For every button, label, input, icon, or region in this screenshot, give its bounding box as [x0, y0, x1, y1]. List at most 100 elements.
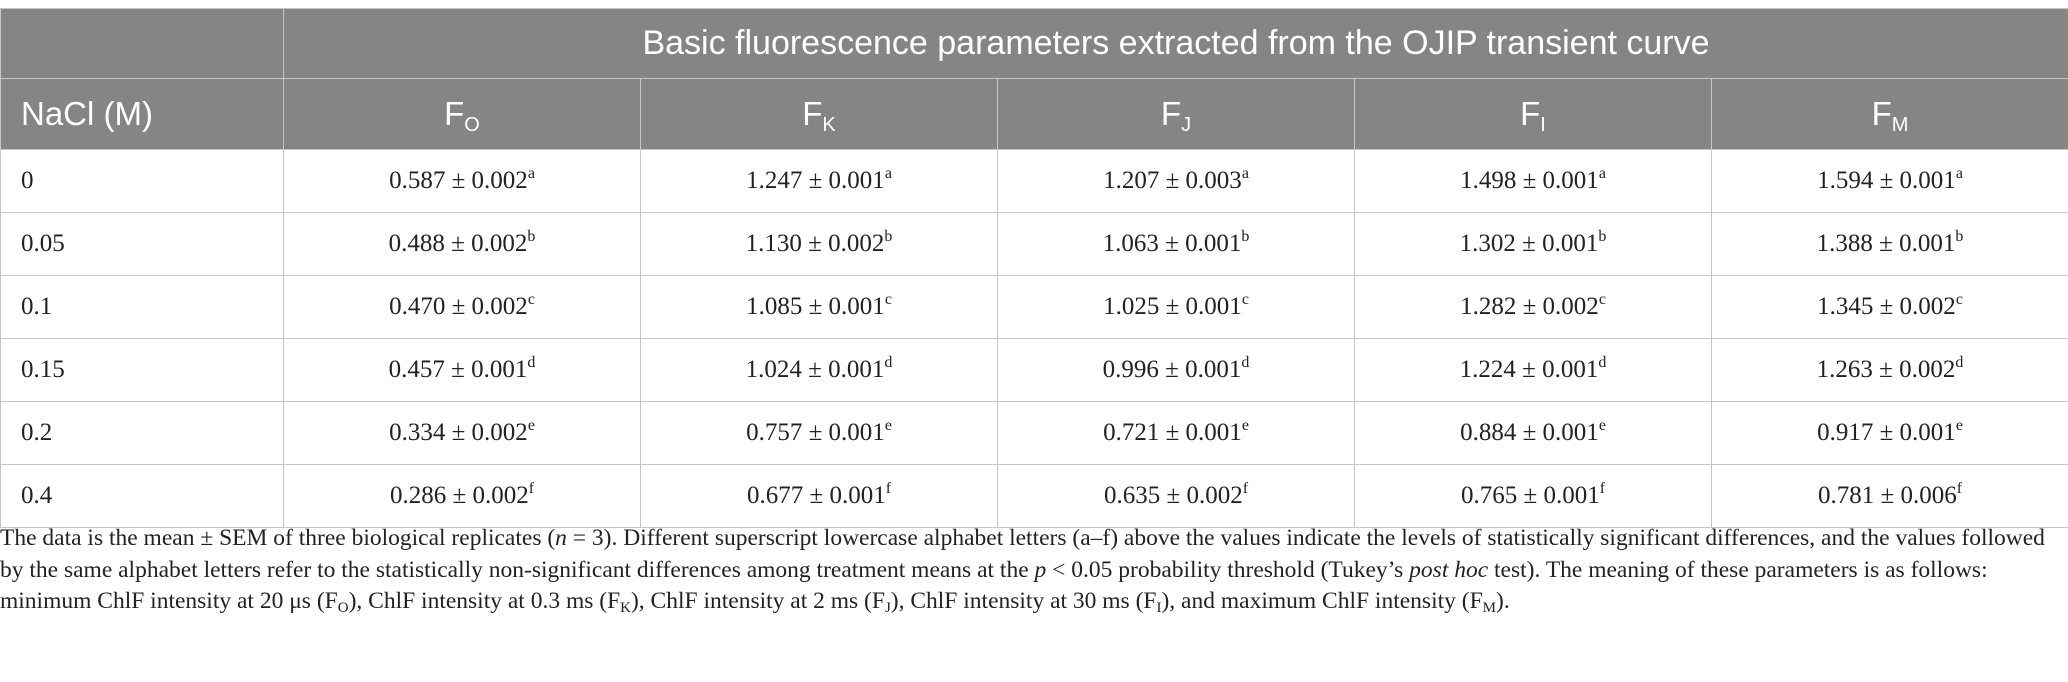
footnote-text: ), ChlF intensity at 2 ms (F — [630, 588, 885, 614]
cell-value: 1.594 ± 0.001 — [1817, 167, 1956, 194]
header-subscript: J — [1181, 114, 1192, 136]
table-body: 0 0.587 ± 0.002a 1.247 ± 0.001a 1.207 ± … — [0, 149, 2068, 528]
cell-value: 0.587 ± 0.002 — [389, 167, 528, 194]
value-cell: 1.345 ± 0.002c — [1711, 275, 2068, 339]
significance-letter: a — [884, 165, 892, 182]
cell-value: 1.207 ± 0.003 — [1103, 167, 1242, 194]
significance-letter: c — [527, 291, 535, 308]
cell-value: 0.470 ± 0.002 — [389, 293, 528, 320]
significance-letter: b — [1598, 228, 1607, 245]
fluorescence-table: Basic fluorescence parameters extracted … — [0, 8, 2068, 528]
header-subscript: K — [822, 114, 836, 136]
nacl-cell: 0.05 — [0, 212, 284, 276]
value-cell: 1.302 ± 0.001b — [1354, 212, 1712, 276]
value-cell: 0.765 ± 0.001f — [1354, 464, 1712, 528]
value-cell: 1.025 ± 0.001c — [997, 275, 1355, 339]
header-subscript: I — [1540, 114, 1546, 136]
value-cell: 0.635 ± 0.002f — [997, 464, 1355, 528]
value-cell: 0.884 ± 0.001e — [1354, 401, 1712, 465]
cell-value: 1.388 ± 0.001 — [1816, 230, 1956, 257]
header-base: F — [444, 95, 465, 132]
footnote-text: ), ChlF intensity at 0.3 ms (F — [348, 588, 621, 614]
nacl-cell: 0.15 — [0, 338, 284, 402]
significance-letter: c — [884, 291, 892, 308]
significance-letter: a — [1955, 165, 1963, 182]
cell-value: 1.063 ± 0.001 — [1102, 230, 1242, 257]
footnote-subscript: M — [1482, 600, 1496, 616]
cell-value: 1.024 ± 0.001 — [745, 356, 885, 383]
cell-value: 0.334 ± 0.002 — [389, 419, 528, 446]
cell-value: 0.996 ± 0.001 — [1102, 356, 1242, 383]
table-row: 0.05 0.488 ± 0.002b 1.130 ± 0.002b 1.063… — [0, 212, 2068, 276]
value-cell: 1.282 ± 0.002c — [1354, 275, 1712, 339]
value-cell: 0.996 ± 0.001d — [997, 338, 1355, 402]
cell-value: 1.130 ± 0.002 — [745, 230, 885, 257]
significance-letter: d — [884, 354, 893, 371]
footnote-text: = 3). Different superscript lowercase al… — [0, 525, 2045, 583]
value-cell: 1.498 ± 0.001a — [1354, 149, 1712, 213]
footnote-subscript: O — [337, 600, 349, 616]
cell-value: 1.345 ± 0.002 — [1817, 293, 1956, 320]
header-blank-cell — [0, 8, 284, 79]
value-cell: 0.334 ± 0.002e — [283, 401, 641, 465]
cell-value: 1.282 ± 0.002 — [1460, 293, 1599, 320]
header-fk: FK — [640, 78, 998, 150]
significance-letter: e — [527, 417, 535, 434]
table-row: 0.2 0.334 ± 0.002e 0.757 ± 0.001e 0.721 … — [0, 401, 2068, 465]
nacl-cell: 0 — [0, 149, 284, 213]
value-cell: 0.757 ± 0.001e — [640, 401, 998, 465]
cell-value: 0.286 ± 0.002 — [389, 482, 529, 509]
significance-letter: e — [1955, 417, 1963, 434]
significance-letter: a — [527, 165, 535, 182]
significance-letter: f — [1956, 480, 1963, 497]
value-cell: 0.286 ± 0.002f — [283, 464, 641, 528]
footnote-text: The data is the mean ± SEM of three biol… — [0, 525, 556, 551]
value-cell: 1.085 ± 0.001c — [640, 275, 998, 339]
cell-value: 0.765 ± 0.001 — [1460, 482, 1600, 509]
table-row: 0.15 0.457 ± 0.001d 1.024 ± 0.001d 0.996… — [0, 338, 2068, 402]
significance-letter: d — [1598, 354, 1607, 371]
significance-letter: d — [1955, 354, 1964, 371]
significance-letter: f — [885, 480, 892, 497]
footnote-text: ). — [1496, 588, 1510, 614]
significance-letter: b — [1241, 228, 1250, 245]
significance-letter: b — [1955, 228, 1964, 245]
table-container: Basic fluorescence parameters extracted … — [0, 8, 2068, 528]
significance-letter: f — [528, 480, 535, 497]
footnote-italic-posthoc: post hoc — [1409, 556, 1489, 583]
value-cell: 0.488 ± 0.002b — [283, 212, 641, 276]
footnote-text: test). The meaning of these parameters i… — [0, 556, 1988, 615]
header-nacl: NaCl (M) — [0, 78, 284, 150]
cell-value: 0.677 ± 0.001 — [746, 482, 886, 509]
footnote-text: ), and maximum ChlF intensity (F — [1161, 588, 1483, 614]
nacl-cell: 0.1 — [0, 275, 284, 339]
value-cell: 1.247 ± 0.001a — [640, 149, 998, 213]
header-fo: FO — [283, 78, 641, 150]
header-fi: FI — [1354, 78, 1712, 150]
header-base: F — [1520, 95, 1541, 132]
cell-value: 1.498 ± 0.001 — [1460, 167, 1599, 194]
value-cell: 0.457 ± 0.001d — [283, 338, 641, 402]
footnote-text: < 0.05 probability threshold (Tukey’s — [1046, 556, 1410, 583]
header-subscript: O — [464, 114, 480, 136]
cell-value: 0.781 ± 0.006 — [1817, 482, 1957, 509]
footnote-text: ), ChlF intensity at 30 ms (F — [890, 588, 1157, 614]
cell-value: 0.635 ± 0.002 — [1103, 482, 1243, 509]
group-header-row: Basic fluorescence parameters extracted … — [0, 8, 2068, 79]
header-base: F — [802, 95, 823, 132]
value-cell: 0.587 ± 0.002a — [283, 149, 641, 213]
header-subscript: M — [1891, 114, 1909, 136]
cell-value: 0.884 ± 0.001 — [1460, 419, 1599, 446]
value-cell: 1.388 ± 0.001b — [1711, 212, 2068, 276]
value-cell: 1.130 ± 0.002b — [640, 212, 998, 276]
value-cell: 0.677 ± 0.001f — [640, 464, 998, 528]
table-row: 0 0.587 ± 0.002a 1.247 ± 0.001a 1.207 ± … — [0, 149, 2068, 213]
table-row: 0.1 0.470 ± 0.002c 1.085 ± 0.001c 1.025 … — [0, 275, 2068, 339]
cell-value: 0.488 ± 0.002 — [388, 230, 528, 257]
significance-letter: e — [1241, 417, 1249, 434]
table-row: 0.4 0.286 ± 0.002f 0.677 ± 0.001f 0.635 … — [0, 464, 2068, 528]
significance-letter: c — [1955, 291, 1963, 308]
value-cell: 1.063 ± 0.001b — [997, 212, 1355, 276]
significance-letter: a — [1241, 165, 1249, 182]
nacl-cell: 0.4 — [0, 464, 284, 528]
